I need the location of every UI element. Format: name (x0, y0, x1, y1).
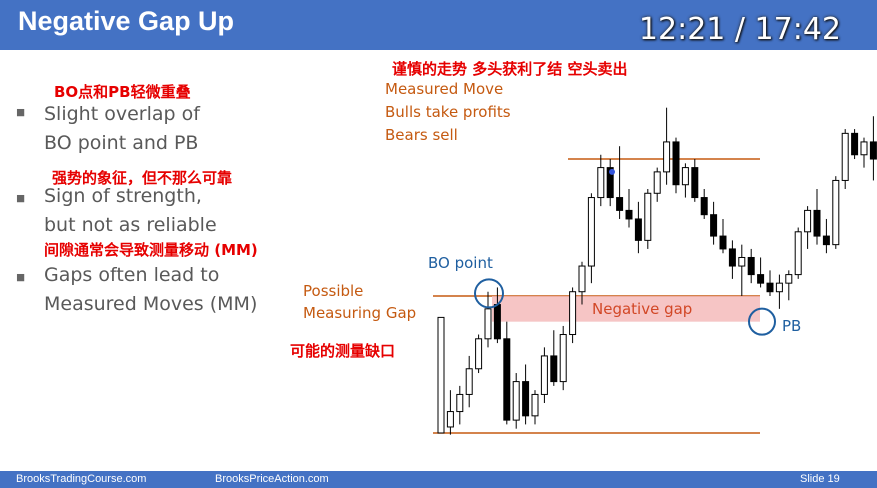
bullet-2: Sign of strength, but not as reliable (44, 182, 217, 240)
candle-body-bear (757, 274, 765, 284)
annotation-top-cn: 谨慎的走势 多头获利了结 空头卖出 (392, 60, 628, 78)
candle-body-bull (569, 291, 577, 336)
bullet-2-note: 强势的象征，但不那么可靠 (52, 169, 233, 187)
candle-body-bull (860, 141, 868, 156)
candle-body-bull (681, 167, 689, 186)
bullet-3-line-1: Gaps often lead to (44, 264, 220, 286)
candle-body-bull (587, 197, 595, 267)
candle-body-bull (484, 308, 492, 340)
slide-header: Negative Gap Up 12:21 / 17:42 (0, 0, 877, 50)
candle-body-bull (531, 393, 539, 417)
candle-body-bear (728, 248, 736, 267)
slide-title: Negative Gap Up (18, 6, 235, 36)
annotation-pb: PB (782, 317, 802, 335)
chart-candles (437, 107, 877, 435)
footer-center-link[interactable]: BrooksPriceAction.com (215, 473, 329, 485)
bullet-1: Slight overlap of BO point and PB (44, 100, 200, 158)
slide-footer: BrooksTradingCourse.com BrooksPriceActio… (0, 471, 877, 488)
bullet-1-line-1: Slight overlap of (44, 103, 200, 125)
candle-body-bear (550, 355, 558, 383)
video-timer: 12:21 / 17:42 (638, 12, 841, 47)
candle-body-bull (512, 381, 520, 421)
negative-gap-band (492, 296, 760, 322)
footer-left-link[interactable]: BrooksTradingCourse.com (16, 473, 147, 485)
annotation-measured-move: Measured Move (385, 80, 504, 98)
bullet-marker-icon: ■ (16, 104, 26, 121)
candle-body-bull (456, 393, 464, 413)
bullet-3: Gaps often lead to Measured Moves (MM) (44, 261, 257, 319)
candle-body-bear (493, 304, 501, 340)
candle-body-bull (785, 274, 793, 284)
candle-body-bull (446, 411, 454, 428)
bullet-2-line-1: Sign of strength, (44, 185, 202, 207)
candle-body-bull (559, 334, 567, 383)
candle-body-bear (822, 235, 830, 246)
candle-body-bull (663, 141, 671, 173)
candle-body-bull (644, 192, 652, 241)
candle-body-bull (841, 132, 849, 181)
candle-body-bull (540, 355, 548, 395)
candle-body-bear (710, 214, 718, 237)
annotation-bears-sell: Bears sell (385, 126, 458, 144)
chart-markers (474, 168, 776, 336)
cursor-dot (609, 168, 615, 175)
annotation-measuring-gap: Measuring Gap (303, 304, 417, 322)
annotation-negative-gap: Negative gap (592, 300, 693, 318)
candle-body-bear (719, 235, 727, 250)
bullet-3-note: 间隙通常会导致测量移动 (MM) (44, 241, 258, 259)
candle-body-bull (738, 256, 746, 267)
candle-body-bull (578, 265, 586, 293)
candle-body-bull (437, 316, 445, 434)
annotation-bo-point: BO point (428, 254, 493, 272)
bullet-marker-icon: ■ (16, 190, 26, 207)
candle-body-bear (851, 132, 859, 156)
candle-body-bull (597, 167, 605, 199)
bullet-1-note: BO点和PB轻微重叠 (54, 83, 191, 101)
candle-body-bull (475, 338, 483, 370)
candle-body-bear (503, 338, 511, 421)
candle-body-bear (766, 282, 774, 293)
candle-body-bear (869, 141, 877, 160)
chart-negative-gap (492, 296, 760, 322)
candle-body-bull (804, 209, 812, 233)
candle-body-bear (813, 209, 821, 237)
candle-body-bear (634, 218, 642, 241)
candle-body-bear (672, 141, 680, 186)
slide-number: Slide 19 (800, 473, 840, 485)
candle-body-bear (625, 209, 633, 220)
candle-body-bull (465, 368, 473, 395)
candle-body-bull (794, 231, 802, 276)
bullet-2-line-2: but not as reliable (44, 214, 217, 236)
annotation-measuring-gap-cn: 可能的测量缺口 (290, 342, 396, 360)
candle-body-bull (832, 179, 840, 246)
bullet-marker-icon: ■ (16, 269, 26, 286)
candle-body-bear (747, 256, 755, 276)
bullet-3-line-2: Measured Moves (MM) (44, 293, 258, 315)
candle-body-bear (616, 197, 624, 211)
candlestick-chart (433, 107, 877, 435)
candle-body-bear (700, 197, 708, 216)
candle-body-bear (606, 167, 614, 199)
annotation-possible: Possible (303, 282, 364, 300)
candle-body-bear (691, 167, 699, 199)
candle-body-bull (653, 171, 661, 194)
pb-circle (748, 307, 776, 336)
candle-body-bull (775, 282, 783, 293)
bullet-1-line-2: BO point and PB (44, 132, 199, 154)
bo-point-circle (474, 278, 504, 309)
annotation-bulls-take-profits: Bulls take profits (385, 103, 511, 121)
candle-body-bear (522, 381, 530, 417)
